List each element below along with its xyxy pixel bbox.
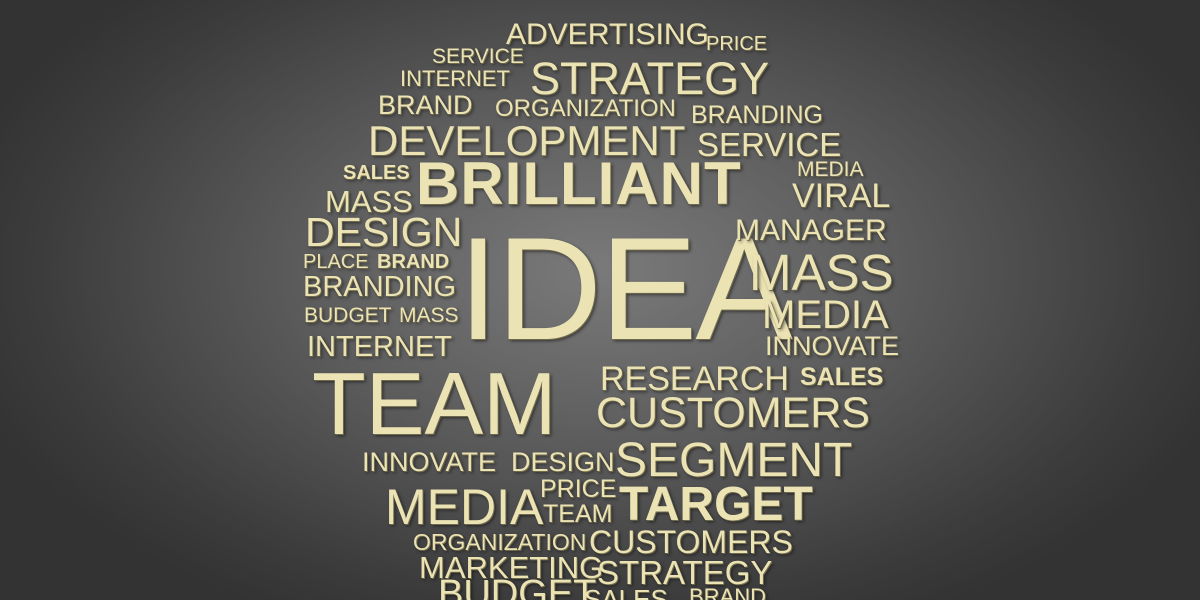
word-internet-2: INTERNET xyxy=(307,331,452,363)
word-mass-1: MASS xyxy=(325,184,413,219)
word-organization-2: ORGANIZATION xyxy=(413,529,587,555)
word-branding-2: BRANDING xyxy=(303,271,457,303)
word-development: DEVELOPMENT xyxy=(368,117,686,164)
word-service-2: SERVICE xyxy=(697,126,842,163)
word-strategy-2: STRATEGY xyxy=(597,554,773,591)
word-design-2: DESIGN xyxy=(511,447,615,477)
word-place: PLACE xyxy=(303,251,369,273)
word-manager: MANAGER xyxy=(735,214,887,247)
word-brand-2: BRAND xyxy=(377,251,450,273)
word-design-1: DESIGN xyxy=(305,209,463,255)
word-media-2: MEDIA xyxy=(762,293,889,337)
word-viral: VIRAL xyxy=(792,177,891,215)
word-target: TARGET xyxy=(619,478,813,531)
word-price: PRICE xyxy=(706,33,768,55)
word-team-2: TEAM xyxy=(543,500,613,528)
word-budget-1: BUDGET xyxy=(304,304,392,327)
word-brilliant: BRILLIANT xyxy=(416,150,742,217)
word-sales-3: SALES xyxy=(584,584,668,600)
word-price-2: PRICE xyxy=(540,475,617,503)
word-customers-2: CUSTOMERS xyxy=(589,524,793,560)
word-innovate-1: INNOVATE xyxy=(765,331,900,361)
word-innovate-2: INNOVATE xyxy=(362,447,497,477)
word-media-3: MEDIA xyxy=(385,479,544,535)
word-branding-1: BRANDING xyxy=(691,101,823,129)
word-mass-3: MASS xyxy=(399,304,459,327)
word-media-1: MEDIA xyxy=(797,158,864,181)
word-brand-1: BRAND xyxy=(378,90,473,120)
word-strategy: STRATEGY xyxy=(530,53,770,104)
word-marketing: MARKETING xyxy=(419,550,604,585)
word-service: SERVICE xyxy=(432,45,524,68)
word-customers-1: CUSTOMERS xyxy=(596,389,870,437)
word-idea: IDEA xyxy=(458,207,793,370)
word-mass-2: MASS xyxy=(749,244,894,301)
word-brand-3: BRAND xyxy=(689,584,767,600)
word-advertising: ADVERTISING xyxy=(506,18,709,51)
word-budget-2: BUDGET xyxy=(438,573,597,600)
word-organization-1: ORGANIZATION xyxy=(495,95,676,122)
word-research: RESEARCH xyxy=(600,360,789,398)
word-internet: INTERNET xyxy=(400,66,510,91)
word-team-1: TEAM xyxy=(312,354,557,453)
word-sales-1: SALES xyxy=(343,162,410,184)
word-segment: SEGMENT xyxy=(615,434,853,487)
word-sales-2: SALES xyxy=(800,363,884,391)
